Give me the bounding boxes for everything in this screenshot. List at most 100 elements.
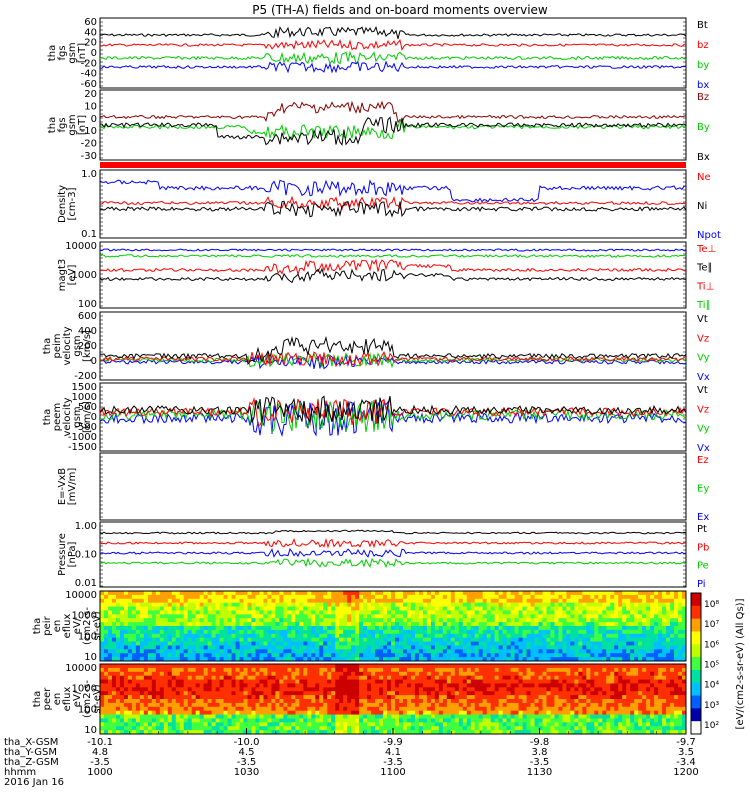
- spectrogram-cell: [184, 707, 188, 711]
- spectrogram-cell: [216, 691, 220, 695]
- bz-line: [100, 102, 686, 123]
- spectrogram-cell: [411, 626, 415, 630]
- spectrogram-cell: [495, 595, 499, 599]
- spectrogram-cell: [347, 683, 351, 687]
- spectrogram-cell: [531, 653, 535, 657]
- spectrogram-cell: [335, 680, 339, 684]
- spectrogram-cell: [415, 630, 419, 634]
- spectrogram-cell: [638, 607, 642, 611]
- spectrogram-cell: [311, 676, 315, 680]
- spectrogram-cell: [431, 680, 435, 684]
- spectrogram-cell: [499, 699, 503, 703]
- spectrogram-cell: [582, 649, 586, 653]
- spectrogram-cell: [184, 645, 188, 649]
- spectrogram-cell: [662, 599, 666, 603]
- spectrogram-cell: [331, 653, 335, 657]
- spectrogram-cell: [255, 634, 259, 638]
- spectrogram-cell: [156, 603, 160, 607]
- spectrogram-cell: [351, 610, 355, 614]
- spectrogram-cell: [367, 707, 371, 711]
- spectrogram-cell: [427, 695, 431, 699]
- spectrogram-cell: [355, 699, 359, 703]
- spectrogram-cell: [455, 642, 459, 646]
- spectrogram-cell: [196, 626, 200, 630]
- legend-bx: Bx: [697, 152, 710, 163]
- spectrogram-cell: [590, 642, 594, 646]
- spectrogram-cell: [491, 642, 495, 646]
- spectrogram-cell: [539, 638, 543, 642]
- spectrogram-cell: [666, 622, 670, 626]
- spectrogram-cell: [542, 634, 546, 638]
- spectrogram-cell: [539, 614, 543, 618]
- spectrogram-cell: [383, 695, 387, 699]
- spectrogram-cell: [554, 649, 558, 653]
- spectrogram-cell: [367, 642, 371, 646]
- spectrogram-cell: [658, 634, 662, 638]
- spectrogram-cell: [511, 645, 515, 649]
- spectrogram-cell: [519, 622, 523, 626]
- spectrogram-cell: [319, 653, 323, 657]
- spectrogram-cell: [315, 672, 319, 676]
- spectrogram-cell: [263, 649, 267, 653]
- spectrogram-cell: [527, 610, 531, 614]
- spectrogram-cell: [263, 676, 267, 680]
- spectrogram-cell: [259, 695, 263, 699]
- spectrogram-cell: [586, 622, 590, 626]
- spectrogram-cell: [539, 642, 543, 646]
- spectrogram-cell: [208, 645, 212, 649]
- spectrogram-cell: [100, 672, 104, 676]
- spectrogram-cell: [160, 687, 164, 691]
- spectrogram-cell: [224, 642, 228, 646]
- spectrogram-cell: [263, 687, 267, 691]
- spectrogram-cell: [471, 599, 475, 603]
- spectrogram-cell: [515, 642, 519, 646]
- spectrogram-cell: [499, 715, 503, 719]
- spectrogram-cell: [184, 638, 188, 642]
- spectrogram-cell: [642, 607, 646, 611]
- spectrogram-cell: [451, 630, 455, 634]
- spectrogram-cell: [666, 591, 670, 595]
- spectrogram-cell: [303, 691, 307, 695]
- spectrogram-cell: [491, 707, 495, 711]
- spectrogram-cell: [519, 614, 523, 618]
- spectrogram-cell: [335, 703, 339, 707]
- spectrogram-cell: [674, 603, 678, 607]
- spectrogram-cell: [443, 614, 447, 618]
- spectrogram-cell: [104, 718, 108, 722]
- spectrogram-cell: [435, 672, 439, 676]
- spectrogram-cell: [275, 707, 279, 711]
- spectrogram-cell: [638, 645, 642, 649]
- spectrogram-cell: [535, 634, 539, 638]
- spectrogram-cell: [307, 595, 311, 599]
- spectrogram-cell: [455, 722, 459, 726]
- spectrogram-cell: [112, 591, 116, 595]
- spectrogram-cell: [200, 722, 204, 726]
- spectrogram-cell: [371, 668, 375, 672]
- spectrogram-cell: [271, 695, 275, 699]
- spectrogram-cell: [100, 695, 104, 699]
- spectrogram-cell: [156, 591, 160, 595]
- spectrogram-cell: [578, 622, 582, 626]
- spectrogram-cell: [602, 653, 606, 657]
- spectrogram-cell: [542, 599, 546, 603]
- spectrogram-cell: [255, 703, 259, 707]
- spectrogram-cell: [327, 691, 331, 695]
- spectrogram-cell: [112, 687, 116, 691]
- spectrogram-cell: [495, 603, 499, 607]
- spectrogram-cell: [622, 595, 626, 599]
- spectrogram-cell: [136, 603, 140, 607]
- spectrogram-cell: [471, 618, 475, 622]
- spectrogram-cell: [275, 699, 279, 703]
- spectrogram-cell: [590, 591, 594, 595]
- spectrogram-cell: [407, 626, 411, 630]
- spectrogram-cell: [407, 642, 411, 646]
- spectrogram-cell: [120, 711, 124, 715]
- spectrogram-cell: [291, 653, 295, 657]
- spectrogram-cell: [455, 618, 459, 622]
- spectrogram-cell: [176, 599, 180, 603]
- spectrogram-cell: [471, 703, 475, 707]
- spectrogram-cell: [323, 691, 327, 695]
- spectrogram-cell: [152, 603, 156, 607]
- spectrogram-cell: [483, 718, 487, 722]
- spectrogram-cell: [582, 591, 586, 595]
